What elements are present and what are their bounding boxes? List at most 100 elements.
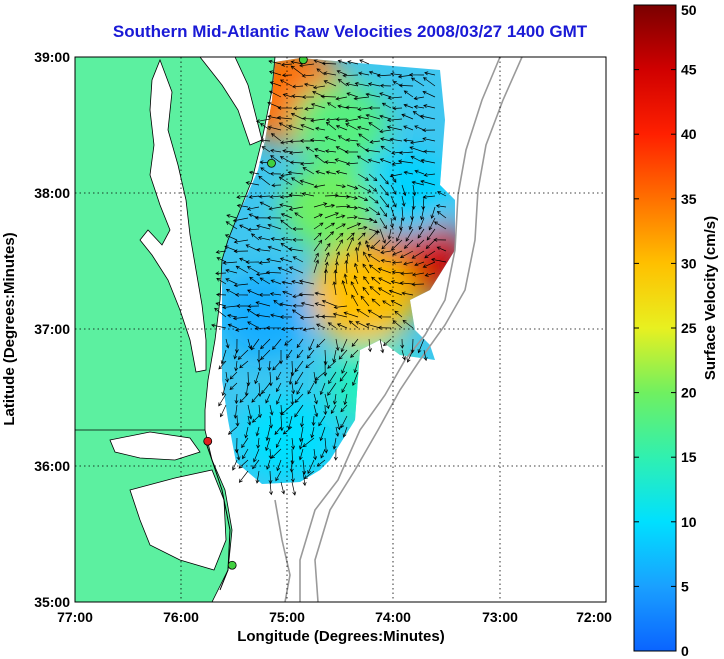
velocity-arrow [292, 237, 304, 242]
velocity-arrow [234, 360, 239, 372]
velocity-arrow [399, 281, 414, 286]
velocity-arrow [354, 246, 359, 263]
velocity-arrow [313, 184, 326, 189]
velocity-arrow [279, 314, 293, 319]
velocity-arrow [268, 59, 282, 65]
colorbar-tick-label: 35 [681, 191, 697, 207]
velocity-arrow [368, 105, 381, 110]
velocity-arrow [371, 298, 381, 307]
velocity-arrow [388, 289, 403, 296]
velocity-arrow [330, 404, 337, 415]
velocity-arrows [211, 59, 447, 496]
velocity-arrow [287, 170, 304, 175]
velocity-arrow [267, 125, 282, 131]
velocity-arrow [421, 195, 426, 211]
velocity-arrow [394, 310, 403, 318]
velocity-arrow [259, 123, 271, 131]
radar-station-active [267, 158, 276, 168]
velocity-arrow [289, 160, 304, 165]
x-tick-label: 74:00 [375, 609, 411, 625]
velocity-arrow [335, 214, 346, 219]
colorbar-tick-label: 20 [681, 385, 697, 401]
colorbar-label: Surface Velocity (cm/s) [702, 216, 719, 380]
velocity-arrow [371, 276, 381, 285]
velocity-arrow [313, 232, 322, 241]
colorbar-tick-label: 15 [681, 449, 697, 465]
velocity-arrow [257, 404, 262, 419]
velocity-arrow [369, 286, 381, 296]
velocity-arrow [266, 459, 271, 470]
velocity-arrow [290, 177, 304, 186]
velocity-arrow [270, 155, 282, 164]
velocity-arrow [365, 113, 381, 120]
velocity-arrow [269, 404, 274, 416]
bathymetry-contour-shelf [299, 57, 501, 602]
velocity-arrow [379, 195, 390, 208]
velocity-arrow [308, 338, 315, 351]
velocity-arrow [313, 239, 323, 252]
velocity-arrow [335, 117, 348, 122]
velocity-arrow [335, 426, 340, 437]
velocity-arrow [333, 448, 338, 461]
velocity-arrow [391, 260, 403, 265]
velocity-arrow [398, 217, 403, 231]
velocity-arrow [241, 437, 249, 449]
velocity-arrow [368, 173, 378, 182]
velocity-arrow [332, 312, 348, 318]
velocity-arrow [335, 239, 343, 252]
velocity-arrow [265, 426, 271, 442]
velocity-arrow [327, 102, 337, 109]
velocity-arrow [379, 83, 392, 88]
velocity-arrow [368, 217, 378, 224]
velocity-arrow [391, 270, 403, 275]
velocity-arrow [382, 300, 392, 307]
y-tick-label: 36:00 [34, 458, 70, 474]
velocity-arrow [247, 289, 260, 296]
x-tick-label: 76:00 [163, 609, 199, 625]
velocity-arrow [247, 227, 260, 232]
velocity-arrow [313, 448, 318, 461]
velocity-arrow [291, 481, 297, 496]
velocity-arrow [247, 415, 252, 426]
velocity-arrow [341, 280, 348, 296]
velocity-arrow [379, 338, 385, 354]
velocity-arrow [328, 371, 337, 385]
velocity-arrow [346, 195, 358, 200]
velocity-arrow [266, 215, 282, 220]
velocity-arrow [252, 459, 260, 470]
velocity-arrow [222, 305, 238, 310]
y-tick-label: 35:00 [34, 594, 70, 610]
velocity-arrow [276, 382, 282, 393]
velocity-arrow [304, 106, 315, 111]
velocity-arrow [367, 309, 381, 318]
velocity-arrow [270, 279, 282, 285]
velocity-arrow [313, 404, 319, 418]
velocity-arrow [260, 138, 271, 143]
velocity-arrow [380, 258, 392, 263]
velocity-arrow [387, 95, 403, 100]
velocity-arrow [239, 360, 249, 369]
velocity-arrow [355, 321, 370, 329]
grid-lines [75, 57, 606, 602]
velocity-arrow [226, 214, 238, 219]
velocity-arrow [269, 415, 273, 429]
velocity-arrow [367, 338, 372, 353]
velocity-arrow [236, 304, 249, 308]
velocity-arrow [232, 459, 238, 471]
velocity-arrow [337, 78, 348, 87]
velocity-arrow [340, 415, 348, 429]
velocity-arrow [402, 319, 414, 329]
colorbar-tick-label: 0 [681, 643, 689, 659]
velocity-arrow [227, 426, 238, 435]
velocity-arrow [389, 173, 403, 178]
velocity-arrow [335, 184, 346, 189]
velocity-arrow [298, 437, 304, 450]
velocity-arrow [323, 80, 337, 87]
velocity-arrow [251, 415, 260, 423]
velocity-arrow [247, 304, 260, 309]
velocity-arrow [345, 161, 359, 166]
velocity-arrow [400, 338, 405, 349]
velocity-arrow [276, 393, 282, 405]
velocity-arrow [282, 93, 293, 98]
velocity-arrow [242, 448, 249, 460]
